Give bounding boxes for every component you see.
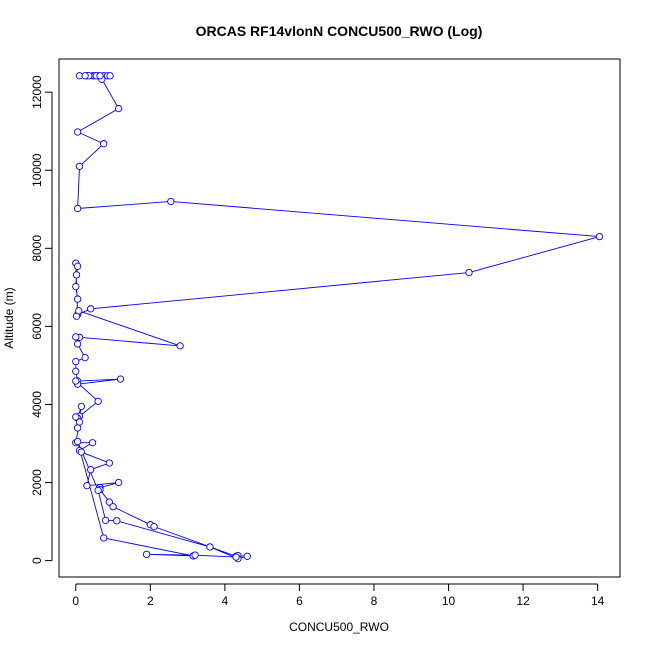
data-point — [114, 104, 123, 113]
data-point — [101, 516, 110, 525]
data-point — [100, 140, 108, 148]
data-point — [114, 478, 123, 487]
y-tick-label: 4000 — [30, 391, 44, 418]
y-tick-label: 2000 — [30, 469, 44, 496]
data-point — [94, 486, 102, 494]
data-point — [72, 357, 80, 366]
series-layer — [72, 72, 604, 563]
y-tick-label: 8000 — [30, 235, 44, 262]
data-point — [595, 232, 604, 241]
data-point — [81, 353, 89, 362]
data-point — [87, 305, 95, 313]
data-point — [77, 448, 86, 456]
x-axis: 0 2 4 6 8 10 12 14 — [72, 583, 605, 608]
chart-title: ORCAS RF14vlonN CONCU500_RWO (Log) — [196, 23, 483, 39]
data-point — [232, 553, 240, 561]
data-point — [105, 498, 113, 506]
y-tick-label: 6000 — [30, 313, 44, 340]
data-point — [87, 466, 95, 474]
data-point — [109, 503, 117, 511]
data-point — [72, 377, 80, 385]
data-point — [75, 307, 83, 315]
x-tick-label: 0 — [72, 594, 79, 608]
data-point — [150, 522, 158, 531]
data-point — [100, 534, 108, 542]
data-point — [73, 295, 82, 303]
x-tick-label: 6 — [296, 594, 303, 608]
data-point — [167, 197, 175, 206]
data-point — [81, 72, 89, 80]
data-point — [96, 72, 104, 80]
data-point — [73, 437, 82, 446]
data-point — [206, 543, 214, 551]
data-point — [72, 282, 80, 291]
data-point — [72, 333, 80, 341]
data-point — [465, 268, 473, 277]
data-point — [73, 204, 82, 213]
y-tick-label: 0 — [30, 557, 44, 564]
data-point — [106, 72, 114, 80]
plot-frame — [58, 58, 621, 578]
data-point — [73, 340, 82, 348]
y-axis-label: Altitude (m) — [2, 287, 16, 348]
data-point — [75, 418, 84, 426]
data-point — [88, 439, 97, 447]
data-point — [73, 128, 82, 136]
x-tick-label: 2 — [147, 594, 154, 608]
data-point — [83, 482, 91, 490]
data-point — [94, 397, 102, 405]
y-tick-label: 12000 — [30, 75, 44, 109]
x-tick-label: 10 — [442, 594, 456, 608]
data-point — [72, 413, 80, 421]
x-tick-label: 8 — [371, 594, 378, 608]
data-point — [142, 550, 151, 559]
x-tick-label: 14 — [591, 594, 605, 608]
y-axis: 0 2000 4000 6000 8000 10000 12000 — [30, 75, 53, 564]
data-point — [72, 271, 81, 279]
x-tick-label: 4 — [222, 594, 229, 608]
data-point — [176, 342, 184, 350]
data-point — [116, 375, 125, 383]
data-point — [113, 517, 121, 525]
series-line — [75, 75, 600, 560]
data-point — [72, 367, 80, 375]
x-axis-label: CONCU500_RWO — [289, 620, 389, 634]
data-point — [77, 402, 86, 411]
data-point — [191, 551, 199, 559]
data-point — [243, 552, 251, 560]
data-point — [73, 262, 82, 270]
data-point — [75, 162, 84, 170]
data-point — [105, 459, 113, 467]
x-tick-label: 12 — [516, 594, 530, 608]
y-tick-label: 10000 — [30, 153, 44, 187]
